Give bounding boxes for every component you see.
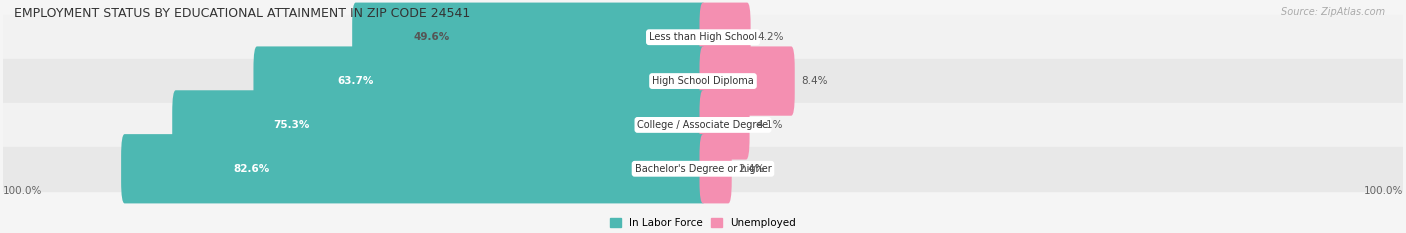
FancyBboxPatch shape	[352, 3, 706, 72]
Text: 4.1%: 4.1%	[756, 120, 783, 130]
FancyBboxPatch shape	[172, 90, 706, 160]
FancyBboxPatch shape	[700, 90, 749, 160]
Text: 2.4%: 2.4%	[738, 164, 765, 174]
Bar	[3, 15, 1403, 59]
Bar	[3, 59, 1403, 103]
Text: 63.7%: 63.7%	[337, 76, 373, 86]
Text: 100.0%: 100.0%	[3, 186, 42, 196]
Bar	[3, 103, 1403, 147]
Text: 49.6%: 49.6%	[413, 32, 450, 42]
FancyBboxPatch shape	[121, 134, 706, 203]
FancyBboxPatch shape	[253, 46, 706, 116]
Text: High School Diploma: High School Diploma	[652, 76, 754, 86]
Text: 8.4%: 8.4%	[801, 76, 828, 86]
Text: 75.3%: 75.3%	[274, 120, 309, 130]
Text: 82.6%: 82.6%	[233, 164, 270, 174]
Legend: In Labor Force, Unemployed: In Labor Force, Unemployed	[606, 214, 800, 233]
Text: Less than High School: Less than High School	[650, 32, 756, 42]
FancyBboxPatch shape	[700, 3, 751, 72]
Bar	[3, 147, 1403, 191]
FancyBboxPatch shape	[700, 134, 731, 203]
Text: Bachelor's Degree or higher: Bachelor's Degree or higher	[634, 164, 772, 174]
Text: College / Associate Degree: College / Associate Degree	[637, 120, 769, 130]
FancyBboxPatch shape	[700, 46, 794, 116]
Text: Source: ZipAtlas.com: Source: ZipAtlas.com	[1281, 7, 1385, 17]
Text: 4.2%: 4.2%	[758, 32, 785, 42]
Text: 100.0%: 100.0%	[1364, 186, 1403, 196]
Text: EMPLOYMENT STATUS BY EDUCATIONAL ATTAINMENT IN ZIP CODE 24541: EMPLOYMENT STATUS BY EDUCATIONAL ATTAINM…	[14, 7, 471, 20]
